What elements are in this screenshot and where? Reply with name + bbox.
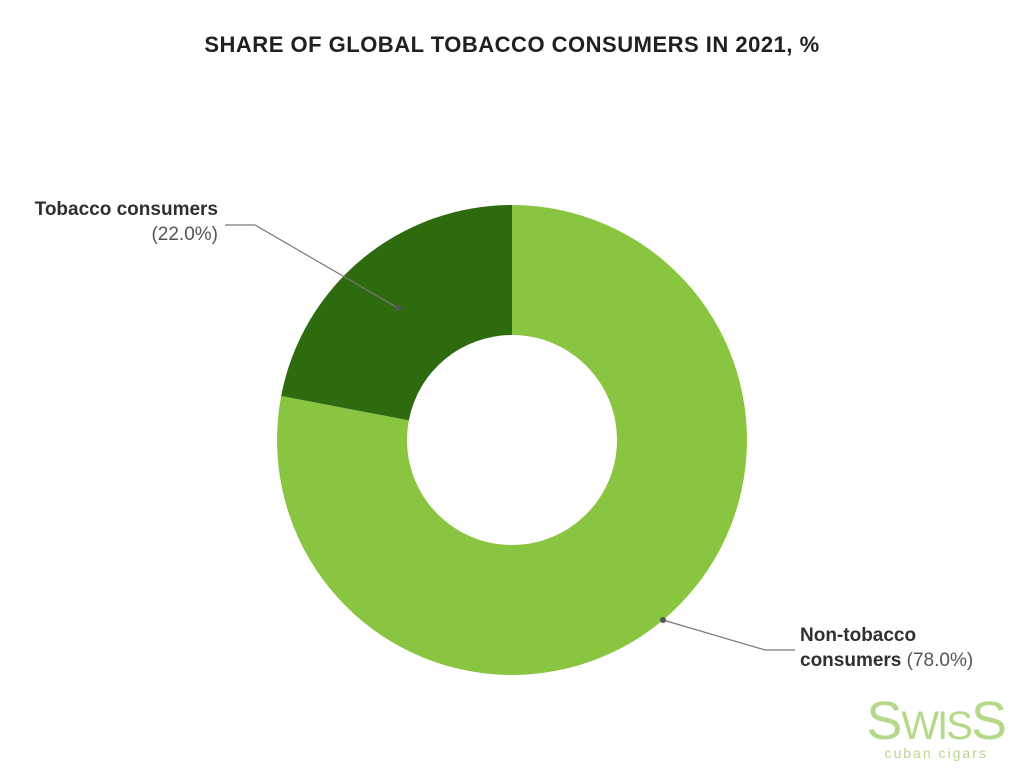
brand-logo-sub: cuban cigars xyxy=(866,747,1006,760)
slice-label-non_tobacco: Non-tobaccoconsumers (78.0%) xyxy=(800,624,973,673)
slice-label-tobacco: Tobacco consumers(22.0%) xyxy=(35,198,218,247)
callout-dot-tobacco xyxy=(395,305,401,311)
chart-title: SHARE OF GLOBAL TOBACCO CONSUMERS IN 202… xyxy=(0,32,1024,58)
brand-logo: SWISS cuban cigars xyxy=(866,697,1006,760)
slice-tobacco xyxy=(281,205,512,420)
chart-area: Non-tobaccoconsumers (78.0%) Tobacco cons… xyxy=(0,100,1024,740)
callout-dot-non_tobacco xyxy=(660,617,666,623)
chart-container: SHARE OF GLOBAL TOBACCO CONSUMERS IN 202… xyxy=(0,0,1024,774)
brand-logo-main: SWISS xyxy=(866,697,1006,746)
callout-line-non_tobacco xyxy=(663,620,795,650)
